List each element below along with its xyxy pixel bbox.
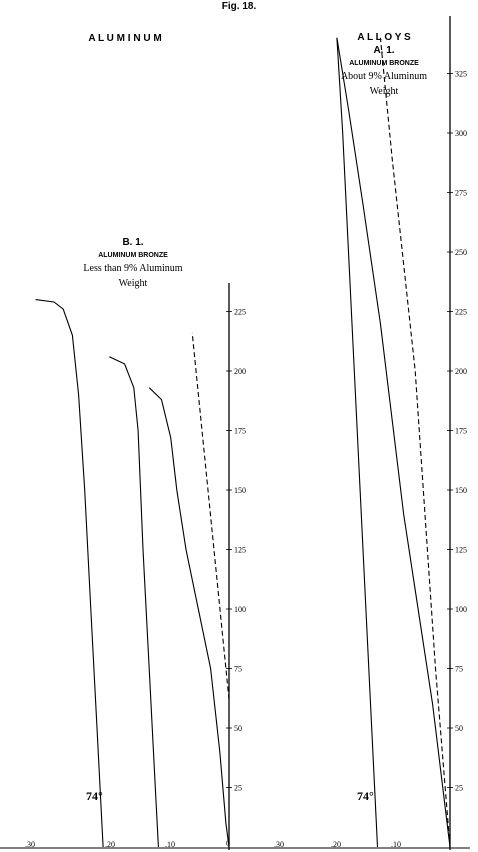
panel-a1-temperature: 74° bbox=[357, 789, 374, 803]
b1-x-tick-label: .10 bbox=[165, 840, 175, 849]
a1-y-tick-label: 50 bbox=[455, 724, 463, 733]
b1-y-tick-label: 25 bbox=[234, 784, 242, 793]
b1-series-curve-1 bbox=[35, 299, 104, 848]
b1-y-tick-label: 125 bbox=[234, 546, 246, 555]
b1-y-tick-label: 75 bbox=[234, 665, 242, 674]
panel-b1-caption-line-2: Weight bbox=[119, 278, 148, 289]
panel-a1-title: A. 1. bbox=[373, 45, 394, 56]
panel-b1-temperature: 74° bbox=[86, 789, 103, 803]
a1-series-reference-line bbox=[379, 37, 451, 848]
panel-a1-caption-line-2: Weight bbox=[370, 86, 399, 97]
a1-y-tick-label: 300 bbox=[455, 129, 467, 138]
a1-x-tick-label: .20 bbox=[331, 840, 341, 849]
heading-left: A L U M I N U M bbox=[88, 33, 161, 44]
a1-x-tick-label: .10 bbox=[391, 840, 401, 849]
a1-x-tick-label: .30 bbox=[274, 840, 284, 849]
b1-y-tick-label: 50 bbox=[234, 724, 242, 733]
a1-y-tick-label: 75 bbox=[455, 665, 463, 674]
a1-y-tick-label: 200 bbox=[455, 367, 467, 376]
a1-y-tick-label: 325 bbox=[455, 70, 467, 79]
panel-a1-caption-line-1: About 9% Aluminum bbox=[341, 71, 427, 82]
panel-b1-subtitle: ALUMINUM BRONZE bbox=[98, 252, 168, 259]
heading-right: A L L O Y S bbox=[357, 32, 411, 43]
b1-series-reference-line bbox=[191, 332, 230, 700]
b1-series-curve-3 bbox=[148, 387, 230, 848]
a1-y-tick-label: 175 bbox=[455, 427, 467, 436]
a1-y-tick-label: 100 bbox=[455, 605, 467, 614]
panel-b1-caption-line-1: Less than 9% Aluminum bbox=[83, 263, 182, 274]
a1-y-tick-label: 275 bbox=[455, 189, 467, 198]
b1-y-tick-label: 175 bbox=[234, 427, 246, 436]
b1-series-curve-2 bbox=[109, 356, 159, 848]
b1-x-tick-label: .30 bbox=[25, 840, 35, 849]
a1-y-tick-label: 250 bbox=[455, 248, 467, 257]
a1-y-tick-label: 25 bbox=[455, 784, 463, 793]
figure-label: Fig. 18. bbox=[222, 1, 257, 12]
a1-y-tick-label: 125 bbox=[455, 546, 467, 555]
a1-series-curve-1 bbox=[336, 37, 451, 848]
panel-a1-subtitle: ALUMINUM BRONZE bbox=[349, 60, 419, 67]
b1-y-tick-label: 100 bbox=[234, 605, 246, 614]
b1-x-tick-label: .20 bbox=[105, 840, 115, 849]
a1-y-tick-label: 225 bbox=[455, 308, 467, 317]
b1-y-tick-label: 200 bbox=[234, 367, 246, 376]
a1-y-tick-label: 150 bbox=[455, 486, 467, 495]
b1-y-tick-label: 150 bbox=[234, 486, 246, 495]
panel-a1-chart: 325 300 275 250 225 200 175 150 125 100 75 50 25 .30.… bbox=[220, 16, 470, 850]
panel-b1-title: B. 1. bbox=[122, 237, 143, 248]
b1-y-tick-label: 225 bbox=[234, 308, 246, 317]
a1-series-curve-2 bbox=[336, 37, 379, 848]
